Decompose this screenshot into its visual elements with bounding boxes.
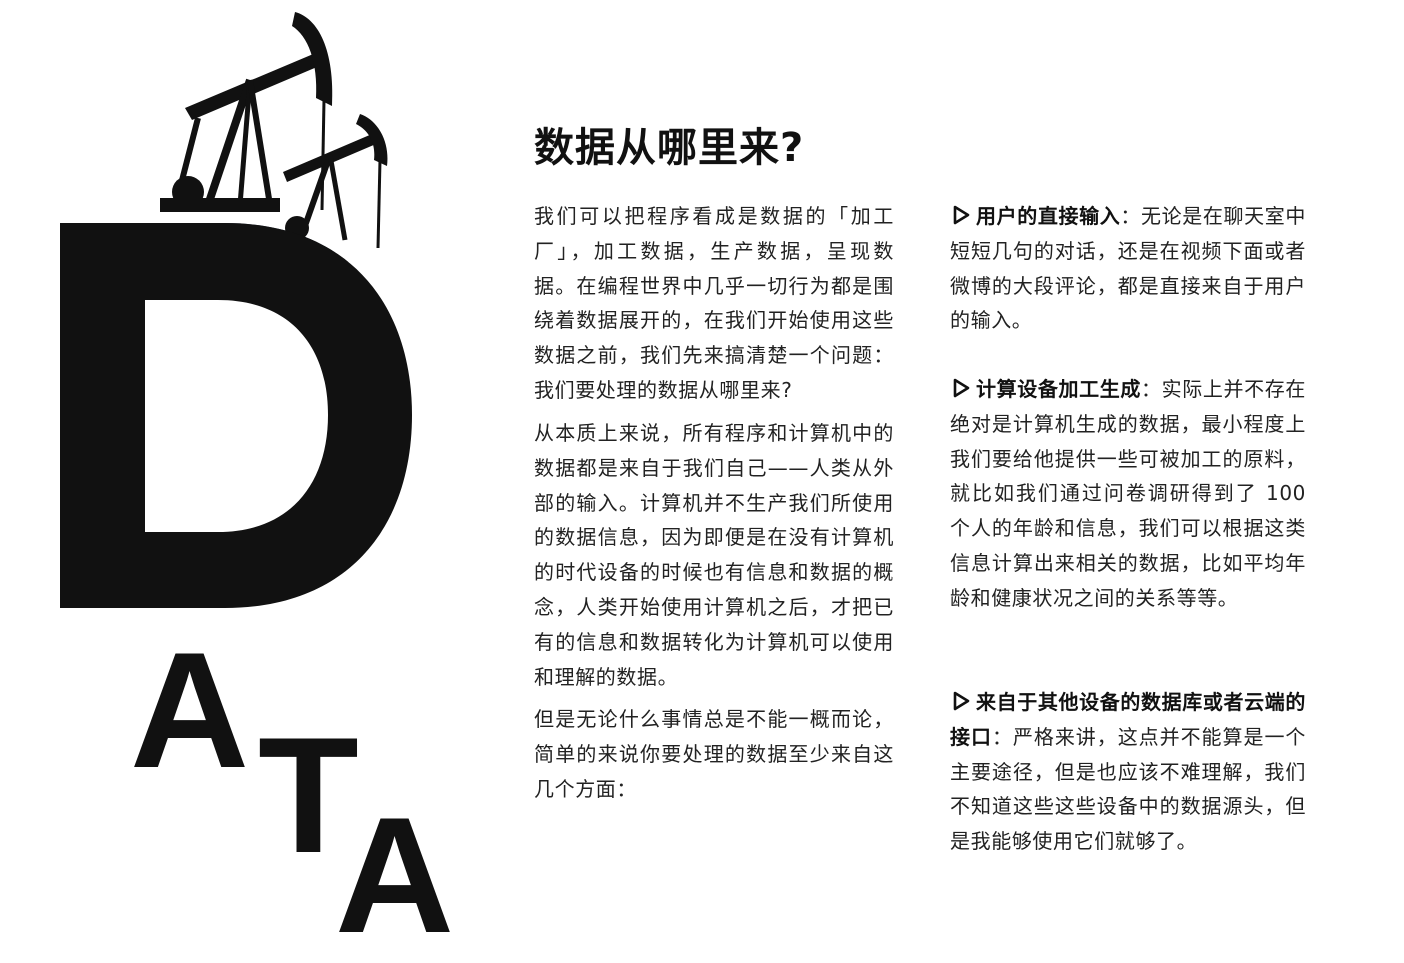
letter-d: [60, 223, 412, 608]
bullet-separator: ：: [991, 724, 1013, 749]
bullet-heading: 计算设备加工生成: [976, 377, 1142, 401]
letter-t: T: [258, 703, 359, 887]
bullet-computed-data: 计算设备加工生成：实际上并不存在绝对是计算机生成的数据，最小程度上我们要给他提供…: [950, 372, 1306, 616]
letter-a-2: A: [335, 783, 454, 963]
triangle-right-icon: [953, 205, 970, 225]
bullet-separator: ：: [1141, 377, 1162, 401]
triangle-right-icon: [953, 378, 970, 398]
intro-paragraph-2: 从本质上来说，所有程序和计算机中的数据都是来自于我们自己——人类从外部的输入。计…: [534, 421, 894, 689]
triangle-right-icon: [953, 691, 970, 711]
bullet-heading: 用户的直接输入: [976, 204, 1121, 228]
bullet-user-input: 用户的直接输入：无论是在聊天室中短短几句的对话，还是在视频下面或者微博的大段评论…: [950, 199, 1306, 338]
bullet-body: 无论是在聊天室中短短几句的对话，还是在视频下面或者微博的大段评论，都是直接来自于…: [950, 204, 1306, 333]
intro-paragraph-1: 我们可以把程序看成是数据的「加工厂」，加工数据，生产数据，呈现数据。在编程世界中…: [534, 204, 894, 402]
letter-a-1: A: [130, 618, 249, 802]
bullet-separator: ：: [1120, 204, 1142, 228]
intro-paragraph-3: 但是无论什么事情总是不能一概而论，简单的来说你要处理的数据至少来自这几个方面：: [534, 707, 894, 801]
bullet-other-devices: 来自于其他设备的数据库或者云端的接口：严格来讲，这点并不能算是一个主要途径，但是…: [950, 685, 1306, 859]
page-title: 数据从哪里来?: [534, 125, 805, 171]
data-hero-graphic: A T A: [60, 12, 454, 963]
bullet-heading: 来自于其他设备的数据库或者云端的接口: [950, 690, 1306, 749]
bullet-body: 严格来讲，这点并不能算是一个主要途径，但是也应该不难理解，我们不知道这些这些设备…: [950, 724, 1307, 854]
bullet-body: 实际上并不存在绝对是计算机生成的数据，最小程度上我们要给他提供一些可被加工的原料…: [950, 377, 1306, 610]
